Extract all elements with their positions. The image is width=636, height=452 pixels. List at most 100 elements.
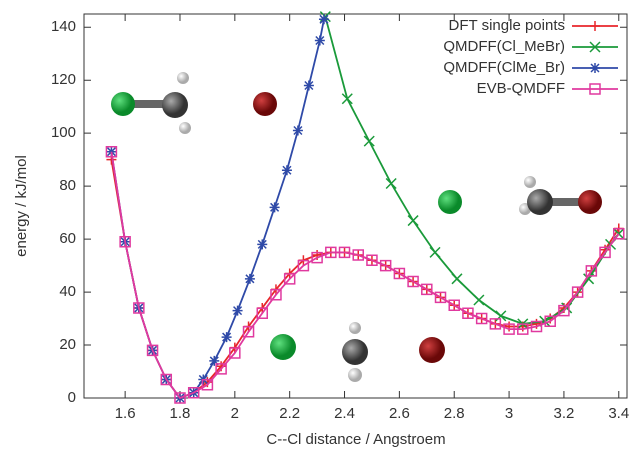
y-tick-label: 80 xyxy=(59,177,76,194)
marker xyxy=(232,305,243,316)
atom xyxy=(342,339,368,365)
x-axis-label: C--Cl distance / Angstroem xyxy=(266,431,445,448)
marker xyxy=(244,273,255,284)
marker xyxy=(256,307,269,320)
marker xyxy=(187,386,200,399)
y-tick-label: 60 xyxy=(59,230,76,247)
x-tick-label: 2 xyxy=(231,405,239,422)
marker xyxy=(363,135,375,147)
marker xyxy=(407,275,419,288)
marker xyxy=(613,228,625,240)
atom xyxy=(524,176,536,188)
legend-marker xyxy=(590,21,600,31)
legend-marker xyxy=(590,63,600,73)
marker xyxy=(341,93,353,105)
marker xyxy=(434,291,447,304)
marker xyxy=(599,246,611,259)
marker xyxy=(297,259,310,272)
marker xyxy=(379,259,392,272)
marker xyxy=(283,273,296,285)
atom xyxy=(270,334,296,360)
marker xyxy=(489,318,502,330)
legend-label: DFT single points xyxy=(449,17,565,34)
marker xyxy=(407,215,419,227)
marker xyxy=(530,320,543,333)
marker xyxy=(242,326,255,338)
marker xyxy=(119,236,131,248)
marker xyxy=(209,355,220,366)
legend-label: QMDFF(Cl_MeBr) xyxy=(443,38,565,55)
y-axis-label: energy / kJ/mol xyxy=(13,155,30,257)
x-tick-label: 1.8 xyxy=(170,405,191,422)
marker xyxy=(325,246,337,259)
atom xyxy=(253,92,277,116)
marker xyxy=(270,288,282,301)
atom xyxy=(527,189,553,215)
atom xyxy=(111,92,135,116)
y-tick-label: 140 xyxy=(51,18,76,35)
y-tick-label: 0 xyxy=(68,389,76,406)
marker xyxy=(448,299,460,312)
marker xyxy=(338,246,351,259)
y-tick-label: 20 xyxy=(59,336,76,353)
marker xyxy=(366,254,378,267)
y-tick-label: 40 xyxy=(59,283,76,300)
legend-marker xyxy=(589,83,601,95)
y-tick-label: 120 xyxy=(51,71,76,88)
marker xyxy=(303,80,314,91)
bond xyxy=(125,100,175,108)
marker xyxy=(106,146,117,157)
series-line xyxy=(110,151,620,400)
marker xyxy=(292,125,303,136)
x-tick-label: 2.8 xyxy=(444,405,465,422)
marker xyxy=(221,332,232,343)
atom xyxy=(162,92,188,118)
marker xyxy=(475,312,488,325)
marker xyxy=(146,344,159,357)
marker xyxy=(215,363,227,375)
marker xyxy=(385,177,397,190)
marker xyxy=(201,379,214,391)
marker xyxy=(229,347,241,359)
marker xyxy=(318,14,329,25)
marker xyxy=(473,294,485,306)
atom xyxy=(419,337,445,363)
x-tick-label: 2.2 xyxy=(279,405,300,422)
marker xyxy=(160,373,173,386)
atom xyxy=(179,122,191,134)
series xyxy=(105,145,625,404)
marker xyxy=(517,323,529,335)
atom xyxy=(349,322,361,334)
marker xyxy=(105,145,118,158)
marker xyxy=(544,315,556,327)
legend-marker xyxy=(589,41,601,53)
x-tick-label: 3 xyxy=(505,405,513,422)
marker xyxy=(133,302,145,314)
marker xyxy=(421,283,433,296)
y-tick-label: 100 xyxy=(51,124,76,141)
x-tick-label: 2.4 xyxy=(334,405,355,422)
marker xyxy=(174,392,186,404)
atom xyxy=(438,190,462,214)
bond xyxy=(540,198,590,206)
marker xyxy=(311,251,323,264)
marker xyxy=(503,323,515,335)
x-tick-label: 3.4 xyxy=(608,405,629,422)
legend-label: QMDFF(ClMe_Br) xyxy=(443,59,565,76)
x-tick-label: 3.2 xyxy=(553,405,574,422)
atom xyxy=(578,190,602,214)
marker xyxy=(451,273,463,285)
x-tick-label: 1.6 xyxy=(115,405,136,422)
marker xyxy=(393,267,406,280)
molecules xyxy=(111,72,602,382)
marker xyxy=(281,165,292,176)
plot-frame xyxy=(83,13,628,399)
atom xyxy=(177,72,189,84)
marker xyxy=(429,246,441,258)
marker xyxy=(585,265,598,277)
marker xyxy=(571,286,584,298)
marker xyxy=(257,239,268,250)
atom xyxy=(348,368,362,382)
